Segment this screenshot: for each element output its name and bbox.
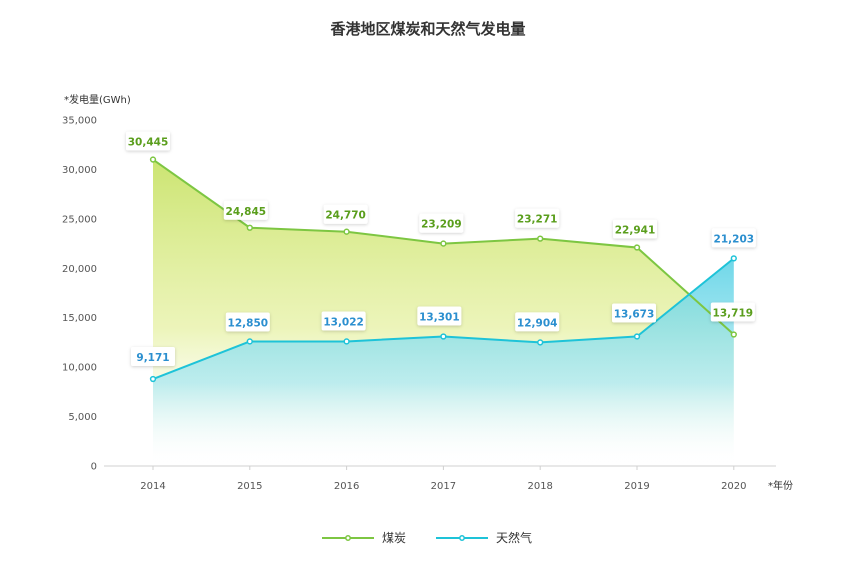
gas-data-label: 21,203 [711, 228, 756, 248]
legend-coal-marker [345, 535, 351, 541]
gas-data-label-text: 9,171 [136, 352, 169, 364]
coal-data-label: 24,845 [223, 200, 268, 220]
gas-data-label: 13,022 [321, 311, 366, 331]
gas-data-label-text: 13,022 [323, 316, 364, 328]
coal-point[interactable] [343, 228, 350, 235]
x-tick-label: 2017 [431, 481, 456, 492]
gas-data-label-text: 21,203 [714, 233, 755, 245]
coal-data-label: 23,209 [419, 213, 464, 233]
gas-data-label-box [612, 303, 656, 323]
gas-data-label-text: 13,673 [614, 308, 655, 320]
gas-data-label-text: 13,301 [419, 311, 460, 323]
y-tick-label: 30,000 [62, 165, 97, 176]
y-tick-label: 20,000 [62, 264, 97, 275]
gas-data-label: 13,301 [417, 306, 462, 326]
coal-data-label-box [710, 302, 755, 322]
gas-data-label-box [321, 311, 366, 331]
x-axis-label: *年份 [768, 479, 793, 492]
legend-gas-marker [459, 535, 465, 541]
legend-coal-label: 煤炭 [382, 531, 406, 545]
coal-data-label-box [515, 208, 560, 228]
y-tick-label: 5,000 [68, 412, 97, 423]
gas-data-label-box [417, 306, 462, 326]
gas-data-label-text: 12,904 [517, 317, 558, 329]
x-tick-label: 2015 [237, 481, 262, 492]
gas-point[interactable] [633, 333, 641, 340]
gas-point[interactable] [343, 338, 350, 345]
coal-data-label-text: 13,719 [713, 308, 754, 320]
coal-point[interactable] [730, 331, 737, 338]
gas-data-label-box [515, 312, 560, 332]
coal-point[interactable] [246, 224, 253, 231]
coal-data-label-box [323, 204, 368, 224]
coal-data-label-box [613, 219, 657, 239]
x-tick-label: 2016 [334, 481, 359, 492]
gas-data-label-box [225, 312, 270, 332]
coal-data-label: 24,770 [323, 204, 368, 224]
x-tick-label: 2014 [140, 481, 165, 492]
legend-item-coal[interactable]: 煤炭 [322, 531, 406, 545]
x-tick-label: 2020 [721, 481, 746, 492]
chart-title: 香港地区煤炭和天然气发电量 [330, 20, 525, 38]
y-tick-label: 10,000 [62, 363, 97, 374]
gas-data-label-text: 12,850 [228, 317, 269, 329]
coal-data-label-box [126, 131, 170, 151]
y-tick-label: 0 [91, 462, 97, 473]
gas-data-label: 9,171 [131, 347, 175, 367]
coal-point[interactable] [149, 156, 157, 163]
coal-point[interactable] [440, 240, 447, 247]
gas-point[interactable] [246, 338, 253, 345]
gas-point[interactable] [537, 339, 544, 346]
y-axis-label: *发电量(GWh) [64, 93, 131, 106]
coal-data-label: 13,719 [710, 302, 755, 322]
coal-data-label: 30,445 [126, 131, 170, 151]
legend-item-gas[interactable]: 天然气 [436, 530, 532, 545]
gas-area [153, 258, 734, 466]
gas-data-label-box [131, 347, 175, 367]
coal-data-label-box [223, 200, 268, 220]
gas-data-label: 12,904 [515, 312, 560, 332]
legend-gas-label: 天然气 [496, 530, 532, 545]
coal-data-label-text: 24,845 [226, 206, 267, 218]
coal-data-label-text: 23,271 [517, 214, 558, 226]
x-tick-label: 2019 [624, 481, 649, 492]
gas-point[interactable] [440, 333, 447, 340]
y-tick-label: 25,000 [62, 214, 97, 225]
coal-data-label-text: 23,209 [421, 219, 462, 231]
gas-data-label: 12,850 [225, 312, 270, 332]
legend: 煤炭 天然气 [322, 530, 532, 545]
x-tick-label: 2018 [527, 481, 552, 492]
coal-data-label-text: 24,770 [325, 210, 366, 222]
y-tick-label: 35,000 [62, 116, 97, 127]
gas-point[interactable] [149, 375, 157, 383]
coal-data-label-box [419, 213, 464, 233]
coal-point[interactable] [537, 235, 544, 242]
coal-data-label: 23,271 [515, 208, 560, 228]
coal-point[interactable] [633, 244, 641, 251]
coal-data-label: 22,941 [613, 219, 657, 239]
gas-point[interactable] [730, 255, 737, 262]
coal-data-label-text: 30,445 [128, 137, 169, 149]
gas-data-label-box [711, 228, 756, 248]
coal-data-label-text: 22,941 [615, 225, 656, 237]
y-tick-label: 15,000 [62, 313, 97, 324]
gas-data-label: 13,673 [612, 303, 656, 323]
